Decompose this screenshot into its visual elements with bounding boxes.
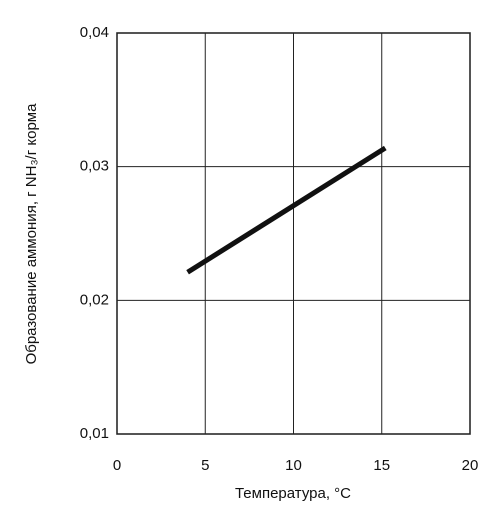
x-tick-label: 5: [201, 457, 209, 474]
x-tick-label: 20: [462, 457, 479, 474]
data-line: [186, 145, 387, 275]
y-tick-label: 0,03: [80, 158, 109, 175]
y-tick-label: 0,02: [80, 291, 109, 308]
x-axis-label: Температура, °C: [235, 485, 351, 502]
y-tick-label: 0,04: [80, 24, 109, 41]
y-axis-label: Образование аммония, г NH₃/г корма: [23, 103, 40, 365]
x-tick-label: 15: [373, 457, 390, 474]
x-tick-label: 0: [113, 457, 121, 474]
x-tick-label: 10: [285, 457, 302, 474]
y-tick-label: 0,01: [80, 425, 109, 442]
